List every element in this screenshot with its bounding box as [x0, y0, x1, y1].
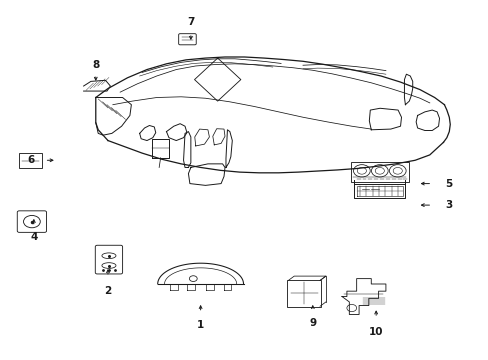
Text: 9: 9 — [308, 319, 316, 328]
Text: 8: 8 — [92, 60, 99, 70]
Text: 5: 5 — [445, 179, 452, 189]
Text: 6: 6 — [27, 155, 35, 165]
Text: 1: 1 — [197, 320, 204, 330]
Text: 3: 3 — [445, 200, 452, 210]
Text: 4: 4 — [30, 232, 38, 242]
Text: 2: 2 — [104, 286, 111, 296]
Text: 7: 7 — [187, 17, 194, 27]
Text: 10: 10 — [368, 327, 383, 337]
